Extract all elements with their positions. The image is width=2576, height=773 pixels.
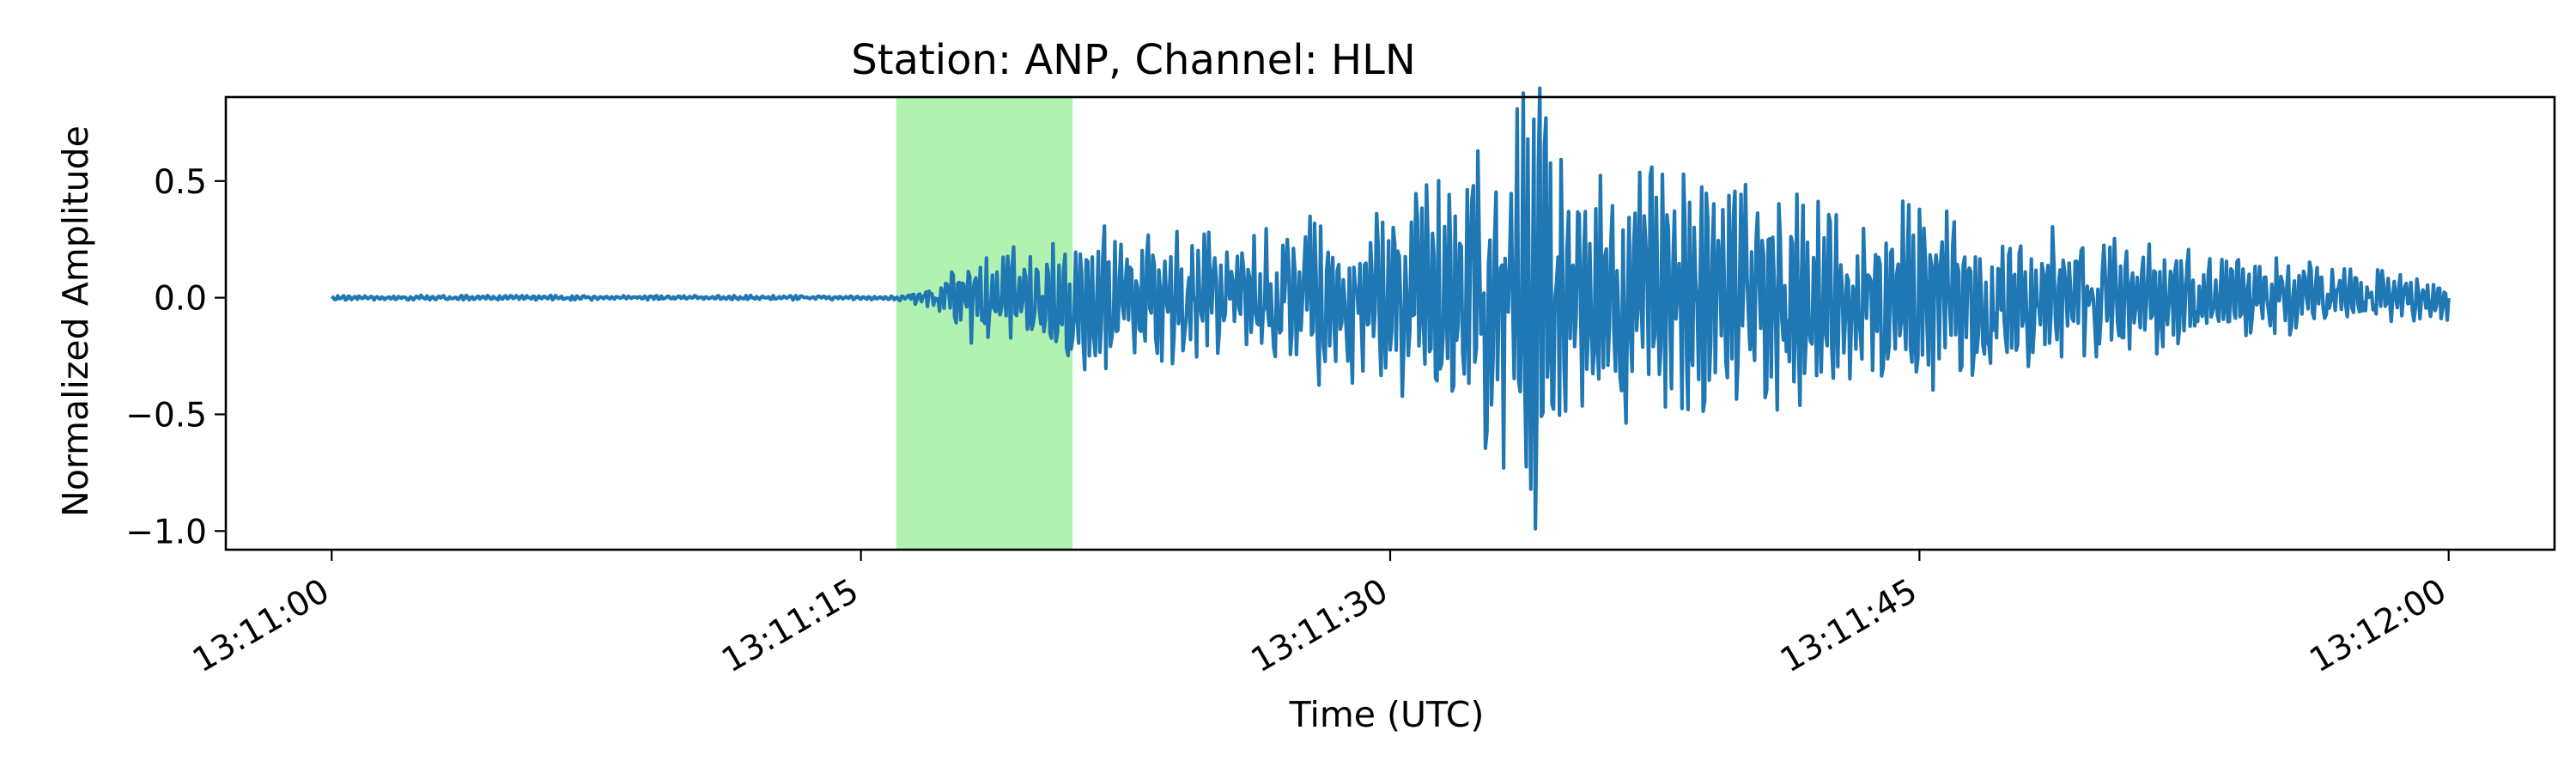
y-axis: 0.5 0.0 −0.5 −1.0 — [125, 163, 226, 551]
y-tick-label-0: 0.5 — [154, 163, 207, 202]
y-tick-label-2: −0.5 — [125, 396, 207, 435]
y-tick-label-3: −1.0 — [125, 513, 207, 551]
x-tick-label-3: 13:11:45 — [1774, 572, 1923, 681]
x-axis: 13:11:00 13:11:15 13:11:30 13:11:45 13:12:00 — [186, 550, 2453, 680]
x-axis-label: Time (UTC) — [1289, 694, 1485, 735]
chart-title: Station: ANP, Channel: HLN — [851, 36, 1416, 84]
x-tick-label-1: 13:11:15 — [715, 572, 865, 681]
plot-area — [224, 86, 2556, 551]
x-tick-label-0: 13:11:00 — [186, 572, 336, 681]
y-tick-label-1: 0.0 — [154, 280, 207, 319]
y-axis-label: Normalized Amplitude — [55, 125, 96, 517]
waveform-trace — [330, 86, 2451, 531]
x-tick-label-4: 13:12:00 — [2304, 572, 2453, 681]
waveform-line — [330, 86, 2451, 531]
x-tick-label-2: 13:11:30 — [1245, 572, 1394, 681]
